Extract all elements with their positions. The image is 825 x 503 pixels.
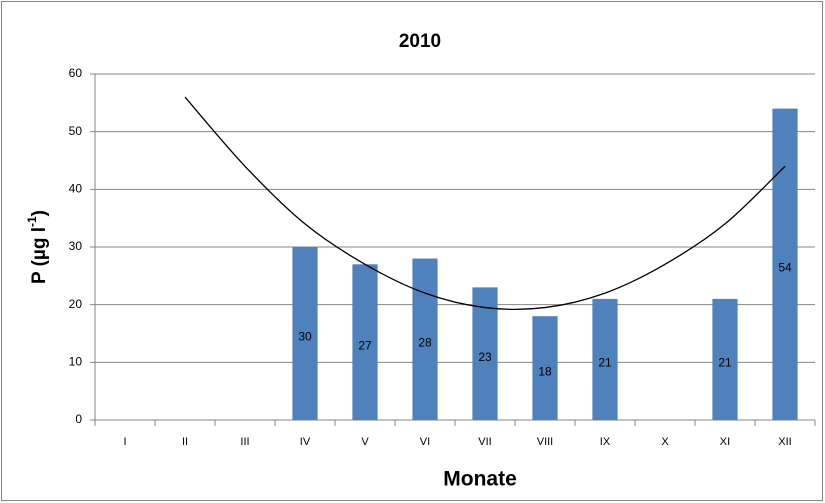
y-tick-label: 40	[69, 182, 83, 196]
x-tick-label: IV	[300, 436, 311, 448]
y-tick-label: 50	[69, 124, 83, 138]
trendline	[184, 96, 786, 311]
y-tick-label: 0	[75, 412, 82, 426]
data-label: 21	[718, 356, 732, 370]
bar	[592, 298, 618, 420]
bar	[532, 316, 558, 420]
bar	[292, 247, 318, 420]
x-tick-label: II	[182, 436, 188, 448]
x-tick-label: VIII	[537, 436, 554, 448]
bar	[772, 108, 798, 420]
y-axis-label-text: )	[29, 210, 50, 216]
y-axis-label-text: P (µg l	[29, 227, 50, 284]
y-tick-label: 10	[69, 355, 83, 369]
x-tick-label: IX	[600, 436, 611, 448]
x-tick-label: XI	[720, 436, 730, 448]
bar	[472, 287, 498, 420]
x-tick-label: I	[123, 436, 126, 448]
y-axis-label-superscript: -1	[25, 216, 39, 227]
x-tick-label: XII	[778, 436, 791, 448]
x-tick-label: X	[661, 436, 669, 448]
chart-title: 2010	[399, 31, 441, 52]
data-label: 30	[298, 330, 312, 344]
y-axis-label: P (µg l-1)	[25, 210, 50, 284]
data-label: 23	[478, 350, 492, 364]
data-label: 27	[358, 338, 372, 352]
data-label: 18	[538, 364, 552, 378]
y-tick-label: 20	[69, 297, 83, 311]
data-label: 54	[778, 260, 792, 274]
y-tick-label: 30	[69, 239, 83, 253]
data-label: 21	[598, 356, 612, 370]
x-tick-label: V	[361, 436, 369, 448]
bar	[352, 264, 378, 420]
bar	[712, 298, 738, 420]
y-tick-label: 60	[69, 66, 83, 80]
bar	[412, 258, 438, 420]
data-label: 28	[418, 335, 432, 349]
x-tick-label: III	[240, 436, 249, 448]
x-axis-label: Monate	[443, 468, 517, 491]
x-tick-label: VI	[420, 436, 430, 448]
x-tick-label: VII	[478, 436, 491, 448]
